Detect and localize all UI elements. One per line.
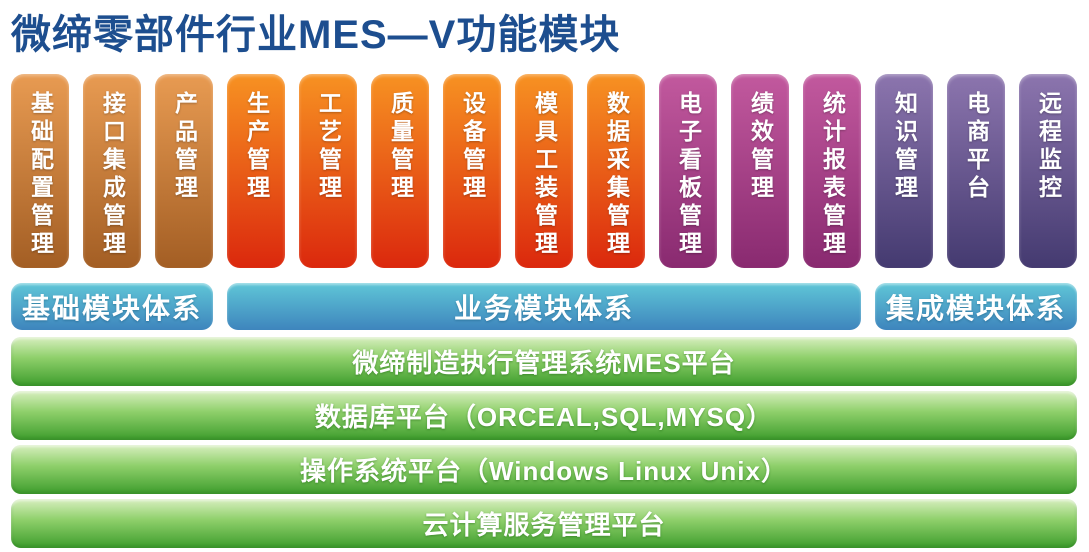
module-pill-label: 质量管理 [387,91,414,203]
tier-bar-business: 业务模块体系 [227,283,861,330]
module-pill-ecommerce-platform: 电商平台 [947,74,1005,268]
platform-bar-mes: 微缔制造执行管理系统MES平台 [11,337,1077,386]
module-pill-label: 工艺管理 [315,91,342,203]
tier-bar-label: 业务模块体系 [453,292,634,324]
module-pill-label: 电子看板管理 [675,91,702,259]
platform-bar-os: 操作系统平台（Windows Linux Unix） [11,445,1077,494]
platform-layers: 微缔制造执行管理系统MES平台 数据库平台（ORCEAL,SQL,MYSQ） 操… [11,337,1077,552]
module-pill-process-mgmt: 工艺管理 [299,74,357,268]
platform-bar-cloud: 云计算服务管理平台 [11,499,1077,548]
module-group-business-analytics: 电子看板管理 绩效管理 统计报表管理 [659,74,861,268]
module-pill-remote-monitoring: 远程监控 [1019,74,1077,268]
module-pill-knowledge-mgmt: 知识管理 [875,74,933,268]
module-pill-quality-mgmt: 质量管理 [371,74,429,268]
tier-bar-integration: 集成模块体系 [875,283,1077,330]
module-pill-label: 模具工装管理 [531,91,558,259]
module-pill-report-mgmt: 统计报表管理 [803,74,861,268]
module-group-integration: 知识管理 电商平台 远程监控 [875,74,1077,268]
module-pill-label: 统计报表管理 [819,91,846,259]
module-pill-performance-mgmt: 绩效管理 [731,74,789,268]
module-pill-interface-integration: 接口集成管理 [83,74,141,268]
module-columns-row: 基础配置管理 接口集成管理 产品管理 生产管理 工艺管理 质量管理 设备管理 [11,74,1077,268]
diagram-title: 微缔零部件行业MES—V功能模块 [11,13,621,57]
module-pill-data-collection-mgmt: 数据采集管理 [587,74,645,268]
platform-bar-label: 操作系统平台（Windows Linux Unix） [300,456,788,486]
module-pill-equipment-mgmt: 设备管理 [443,74,501,268]
tier-bar-label: 基础模块体系 [21,292,202,324]
module-pill-basic-config: 基础配置管理 [11,74,69,268]
module-pill-product-mgmt: 产品管理 [155,74,213,268]
module-pill-production-mgmt: 生产管理 [227,74,285,268]
platform-bar-label: 云计算服务管理平台 [422,510,666,540]
module-pill-label: 接口集成管理 [99,91,126,259]
platform-bar-database: 数据库平台（ORCEAL,SQL,MYSQ） [11,391,1077,440]
tier-bar-label: 集成模块体系 [885,292,1066,324]
module-pill-label: 基础配置管理 [27,91,54,259]
module-pill-label: 知识管理 [891,91,918,203]
module-pill-eboard-mgmt: 电子看板管理 [659,74,717,268]
module-pill-label: 设备管理 [459,91,486,203]
module-group-basic: 基础配置管理 接口集成管理 产品管理 [11,74,213,268]
module-pill-label: 绩效管理 [747,91,774,203]
module-pill-label: 数据采集管理 [603,91,630,259]
module-group-business-production: 生产管理 工艺管理 质量管理 设备管理 模具工装管理 数据采集管理 [227,74,645,268]
tier-bars-row: 基础模块体系 业务模块体系 集成模块体系 [11,283,1077,330]
platform-bar-label: 微缔制造执行管理系统MES平台 [352,348,736,378]
module-pill-mold-tooling-mgmt: 模具工装管理 [515,74,573,268]
module-pill-label: 远程监控 [1035,91,1062,203]
module-pill-label: 电商平台 [963,91,990,203]
platform-bar-label: 数据库平台（ORCEAL,SQL,MYSQ） [314,402,774,432]
tier-bar-basic: 基础模块体系 [11,283,213,330]
module-pill-label: 产品管理 [171,91,198,203]
module-pill-label: 生产管理 [243,91,270,203]
